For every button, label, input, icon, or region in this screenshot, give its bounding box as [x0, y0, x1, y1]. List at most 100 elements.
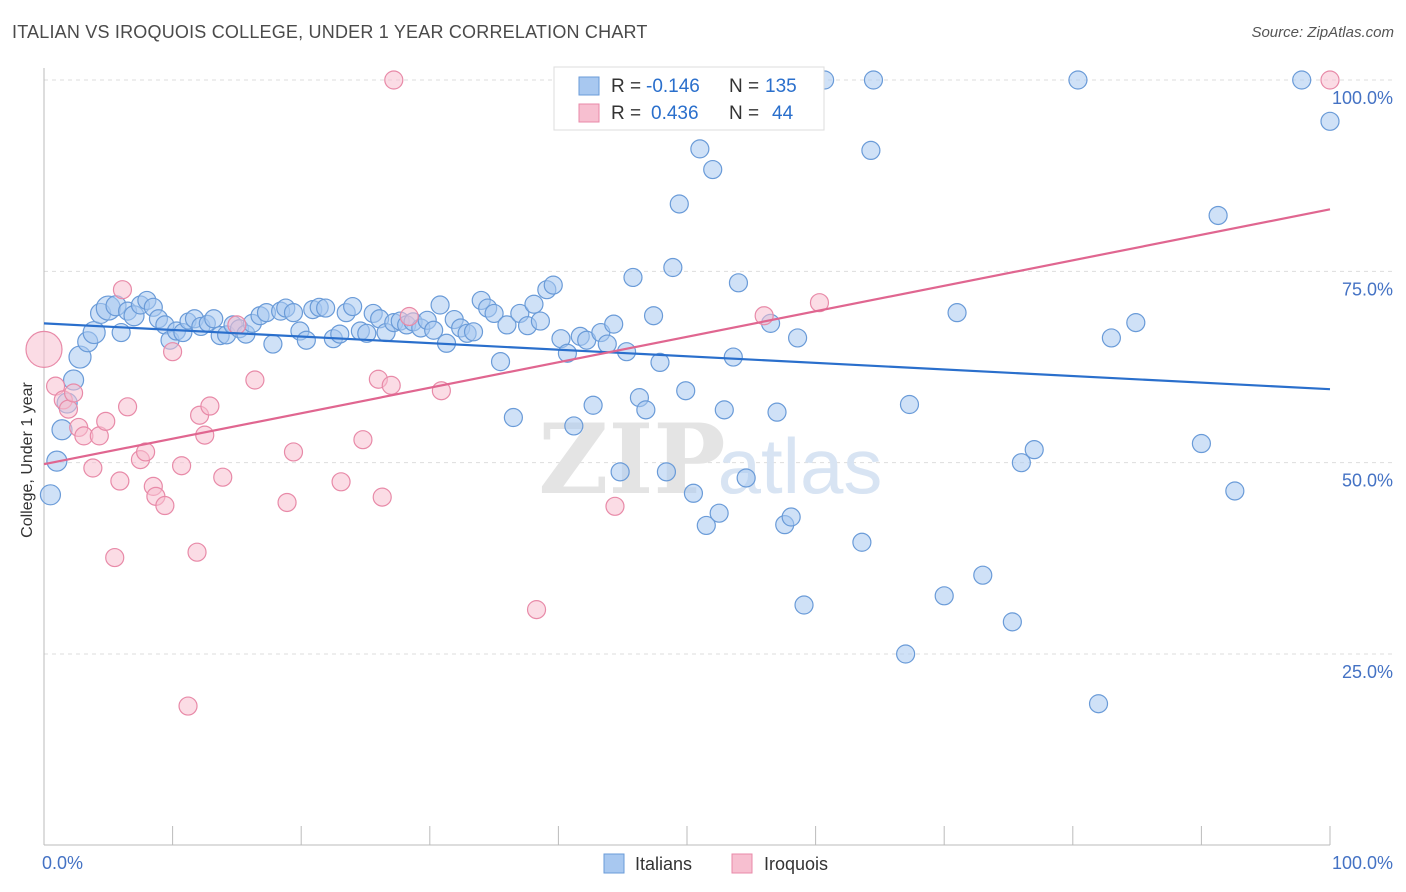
point-italians: [424, 320, 444, 340]
watermark: ZIP atlas: [538, 403, 882, 516]
point-italians: [296, 330, 316, 350]
x-tick-label: 100.0%: [1332, 853, 1393, 873]
point-italians: [1225, 481, 1245, 501]
point-italians: [863, 70, 884, 90]
point-italians: [973, 565, 993, 585]
point-italians: [683, 483, 704, 503]
point-italians: [357, 323, 377, 343]
point-iroquois: [1320, 70, 1340, 90]
legend-n-value-italians: 135: [765, 76, 797, 97]
source-label: Source: ZipAtlas.com: [1251, 24, 1394, 41]
point-italians: [39, 484, 62, 506]
point-italians: [781, 507, 801, 527]
point-italians: [204, 309, 224, 329]
legend-n-value-iroquois: 44: [772, 103, 794, 124]
point-iroquois: [331, 472, 351, 492]
point-italians: [636, 400, 656, 420]
point-iroquois: [384, 70, 404, 90]
point-italians: [852, 532, 872, 552]
point-iroquois: [187, 542, 207, 562]
point-iroquois: [105, 547, 125, 568]
point-italians: [430, 295, 450, 315]
legend-r-label-iroquois: R =: [611, 103, 641, 124]
point-iroquois: [58, 399, 79, 419]
point-iroquois: [200, 396, 220, 416]
legend-n-label-italians: N =: [729, 76, 759, 97]
point-iroquois: [399, 306, 419, 327]
point-iroquois: [277, 492, 297, 513]
point-iroquois: [25, 330, 63, 368]
point-italians: [1002, 612, 1022, 632]
point-italians: [283, 303, 304, 323]
point-italians: [728, 273, 749, 293]
point-italians: [1011, 453, 1031, 473]
point-italians: [1088, 694, 1109, 714]
point-italians: [1208, 205, 1228, 226]
point-italians: [543, 275, 563, 295]
point-italians: [656, 462, 677, 482]
point-italians: [723, 347, 743, 367]
point-iroquois: [172, 456, 192, 476]
point-italians: [709, 503, 729, 523]
point-italians: [1126, 313, 1146, 333]
point-italians: [564, 416, 584, 436]
point-italians: [623, 267, 643, 288]
point-italians: [530, 311, 550, 331]
point-italians: [643, 306, 664, 326]
legend-r-value-iroquois: 0.436: [651, 103, 699, 124]
point-iroquois: [526, 600, 547, 620]
bottom-legend-swatch-iroquois: [731, 853, 753, 874]
legend-r-label-italians: R =: [611, 76, 641, 97]
y-tick-label: 75.0%: [1342, 279, 1393, 299]
point-iroquois: [353, 430, 373, 450]
point-italians: [1068, 70, 1088, 90]
point-iroquois: [110, 471, 130, 491]
point-iroquois: [163, 342, 183, 362]
bottom-legend-label-iroquois: Iroquois: [764, 854, 828, 874]
point-iroquois: [155, 495, 175, 516]
legend-swatch-italians: [578, 76, 600, 96]
point-italians: [524, 294, 544, 314]
point-iroquois: [372, 487, 392, 507]
point-italians: [1292, 70, 1312, 90]
legend-r-value-italians: -0.146: [646, 76, 700, 97]
point-iroquois: [227, 315, 247, 335]
point-iroquois: [178, 696, 198, 716]
point-italians: [663, 257, 683, 278]
point-italians: [690, 139, 710, 159]
point-iroquois: [381, 375, 401, 395]
bottom-legend-swatch-italians: [603, 853, 625, 874]
point-italians: [861, 140, 881, 161]
point-iroquois: [63, 383, 84, 403]
point-italians: [1191, 433, 1212, 454]
point-italians: [767, 402, 787, 422]
trendline-italians: [43, 322, 1331, 391]
point-italians: [316, 298, 336, 318]
legend-n-label-iroquois: N =: [729, 103, 759, 124]
point-italians: [736, 468, 756, 488]
bottom-legend: Italians Iroquois: [603, 853, 828, 874]
point-italians: [604, 314, 624, 334]
grid-layer: 25.0% 50.0% 75.0% 100.0%: [44, 79, 1395, 682]
point-italians: [934, 586, 954, 606]
point-italians: [51, 419, 73, 441]
trend-layer: [43, 208, 1331, 466]
point-italians: [1320, 111, 1340, 131]
point-italians: [676, 381, 696, 401]
point-italians: [899, 394, 920, 415]
point-italians: [616, 342, 637, 362]
point-iroquois: [83, 458, 103, 478]
point-italians: [947, 303, 967, 323]
point-iroquois: [605, 496, 625, 516]
point-italians: [330, 324, 350, 344]
point-iroquois: [195, 425, 215, 445]
legend-box: R = -0.146 N = 135 R = 0.436 N = 44: [553, 66, 825, 131]
axis-layer: 0.0% 100.0%: [42, 68, 1393, 873]
point-italians: [503, 407, 523, 428]
point-iroquois: [96, 411, 116, 431]
chart-title: ITALIAN VS IROQUOIS COLLEGE, UNDER 1 YEA…: [12, 22, 648, 42]
point-italians: [714, 400, 734, 420]
trendline-iroquois: [43, 208, 1331, 466]
point-italians: [1024, 440, 1044, 460]
point-italians: [669, 194, 689, 214]
